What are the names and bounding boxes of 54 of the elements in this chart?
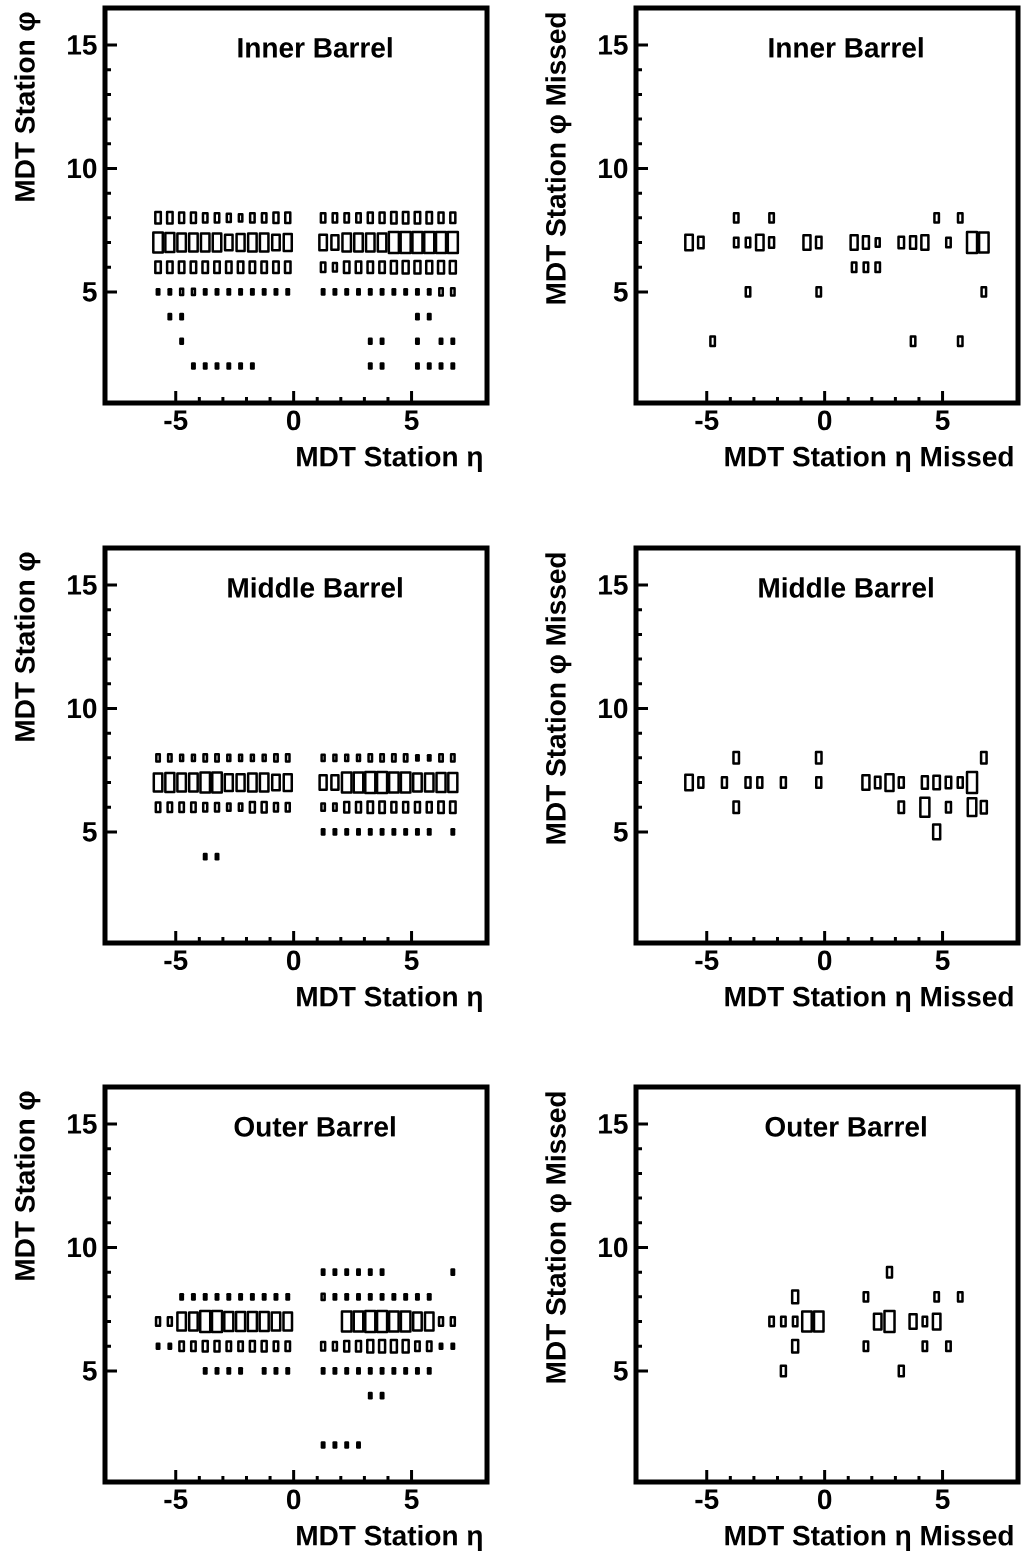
text: Inner Barrel [769, 37, 923, 58]
x-tick-label: -5 [164, 950, 188, 971]
y-tick-label: 10 [599, 158, 628, 179]
y-axis-title: MDT Station φ Missed [545, 553, 572, 844]
x-tick-label: -5 [695, 410, 719, 431]
y-tick-label: 15 [68, 35, 97, 55]
x-tick-label: 5 [404, 410, 419, 431]
x-tick-label: 0 [817, 1489, 832, 1510]
text: Middle Barrel [759, 577, 933, 598]
y-axis-title: MDT Station φ [14, 12, 41, 201]
x-tick-label: 0 [286, 410, 301, 431]
y-axis-title: MDT Station φ Missed [545, 1092, 572, 1383]
y-tick-label: 10 [68, 698, 97, 719]
y-tick-label: 5 [82, 822, 97, 842]
x-axis-title: MDT Station η [297, 1525, 482, 1552]
x-tick-label: 5 [404, 950, 419, 971]
y-tick-label: 5 [82, 282, 97, 302]
x-axis-title: MDT Station η [297, 446, 482, 473]
x-tick-label: -5 [164, 1489, 188, 1510]
x-axis-title: MDT Station η Missed [725, 986, 1013, 1013]
text: Middle Barrel [228, 577, 402, 598]
y-tick-label: 10 [68, 158, 97, 179]
x-tick-label: 0 [817, 410, 832, 431]
x-axis-title: MDT Station η Missed [725, 1525, 1013, 1552]
text: Outer Barrel [234, 1116, 395, 1137]
y-tick-label: 10 [599, 1237, 628, 1258]
y-tick-label: 5 [613, 282, 628, 302]
x-tick-label: -5 [695, 1489, 719, 1510]
x-tick-label: 0 [286, 1489, 301, 1510]
x-tick-label: 0 [286, 950, 301, 971]
x-tick-label: -5 [164, 410, 188, 431]
y-tick-label: 15 [599, 575, 628, 595]
y-axis-title: MDT Station φ [14, 1091, 41, 1280]
y-tick-label: 10 [68, 1237, 97, 1258]
y-tick-label: 5 [613, 822, 628, 842]
x-tick-label: 5 [935, 950, 950, 971]
x-tick-label: -5 [695, 950, 719, 971]
y-tick-label: 15 [599, 1114, 628, 1134]
y-tick-label: 5 [613, 1361, 628, 1381]
x-tick-label: 5 [404, 1489, 419, 1510]
text: Outer Barrel [765, 1116, 926, 1137]
y-tick-label: 15 [68, 1114, 97, 1134]
y-axis-title: MDT Station φ [14, 552, 41, 741]
y-tick-label: 15 [599, 35, 628, 55]
y-tick-label: 15 [68, 575, 97, 595]
x-axis-title: MDT Station η Missed [725, 446, 1013, 473]
text: Inner Barrel [238, 37, 392, 58]
x-tick-label: 5 [935, 1489, 950, 1510]
y-axis-title: MDT Station φ Missed [545, 13, 572, 304]
y-tick-label: 5 [82, 1361, 97, 1381]
x-tick-label: 5 [935, 410, 950, 431]
x-axis-title: MDT Station η [297, 986, 482, 1013]
x-tick-label: 0 [817, 950, 832, 971]
y-tick-label: 10 [599, 698, 628, 719]
